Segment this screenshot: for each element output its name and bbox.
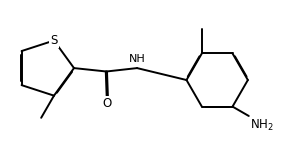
Text: NH$_2$: NH$_2$	[251, 118, 274, 133]
Text: NH: NH	[129, 54, 145, 64]
Text: S: S	[50, 34, 58, 47]
Text: O: O	[103, 97, 112, 110]
